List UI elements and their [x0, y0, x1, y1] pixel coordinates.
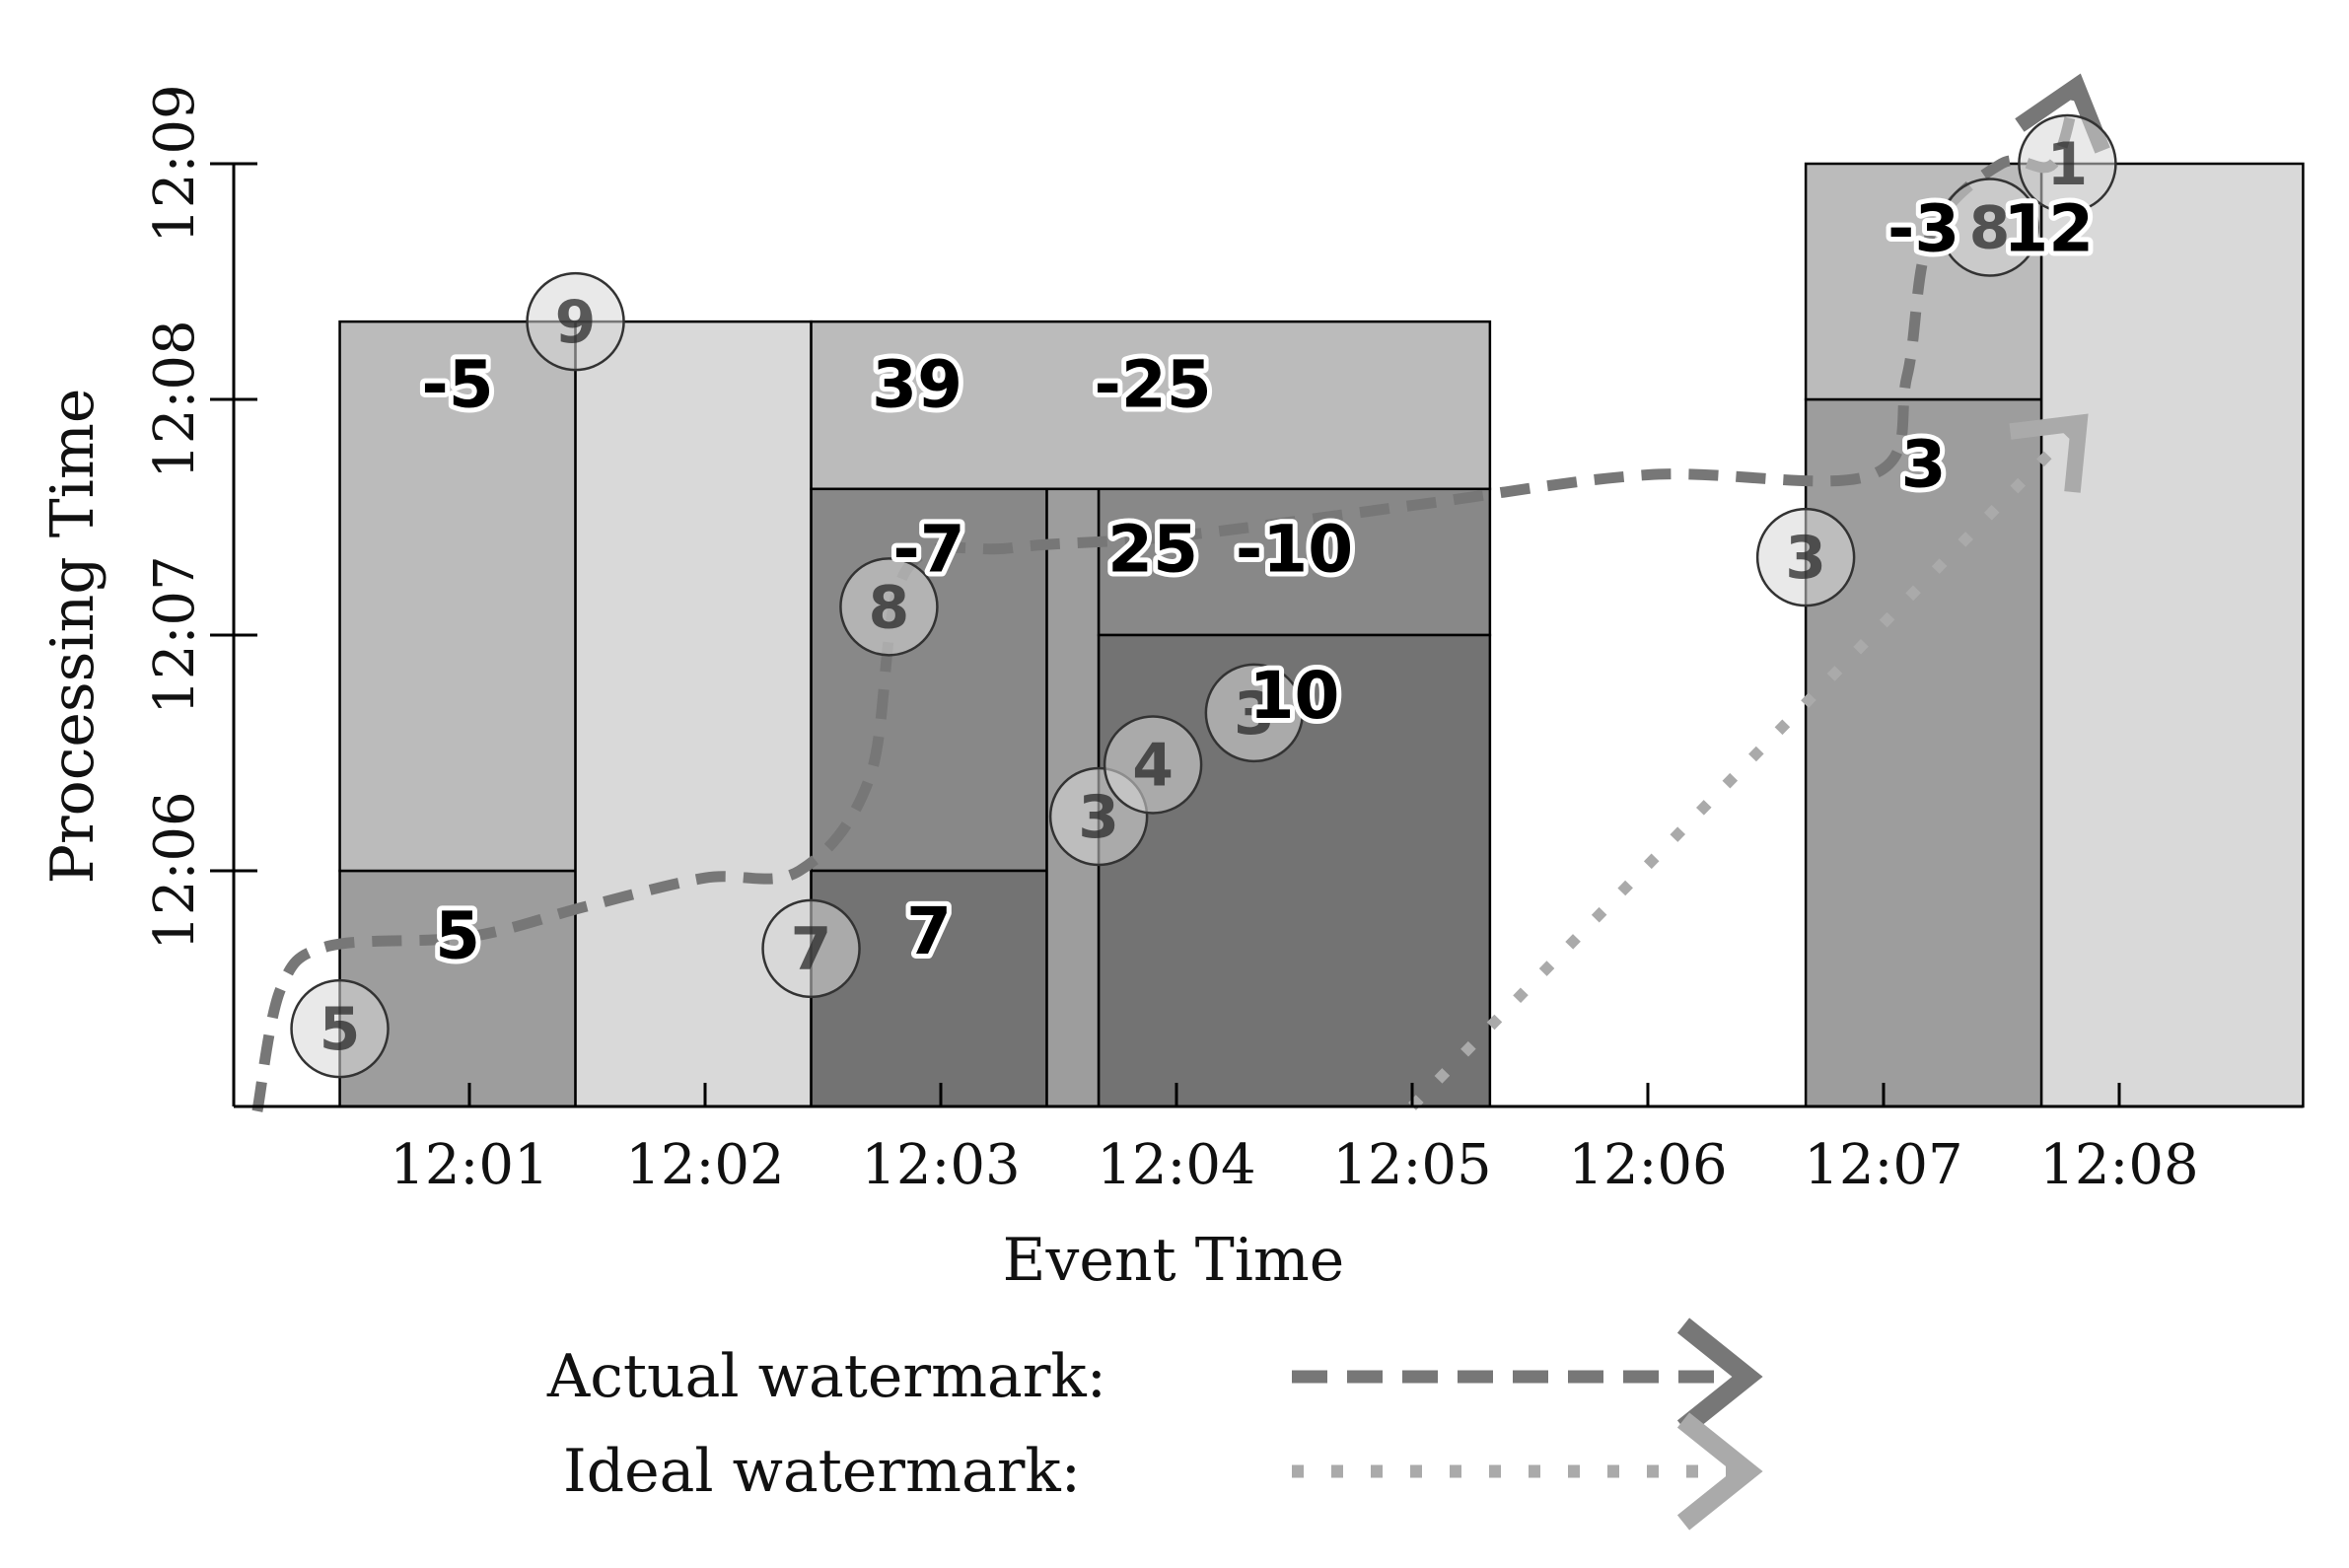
- legend: Actual watermark: Ideal watermark:: [546, 1318, 1763, 1531]
- y-tick-label: 12:07: [143, 555, 207, 714]
- pane-result-label: 3: [1901, 427, 1947, 503]
- y-tick-label: 12:09: [143, 84, 207, 243]
- event-circle: [1204, 663, 1305, 763]
- legend-actual-label: Actual watermark:: [546, 1342, 1106, 1411]
- event-circle: [290, 978, 390, 1079]
- event-circle: [1755, 507, 1856, 607]
- event-label: 3: [1234, 679, 1275, 748]
- pane-rect: [338, 320, 577, 873]
- pane-result-label: 25: [1107, 512, 1198, 588]
- panes-layer: [338, 162, 2305, 1108]
- pane-result-label: 5: [435, 898, 480, 974]
- event-label: 9: [555, 288, 597, 357]
- pane-rect: [2039, 162, 2305, 1108]
- x-tick-label: 12:06: [1568, 1133, 1727, 1197]
- legend-ideal-label: Ideal watermark:: [563, 1437, 1081, 1506]
- event-label: 3: [1078, 783, 1119, 852]
- event-circle: [1940, 178, 2039, 277]
- event-label: 3: [1785, 524, 1826, 593]
- y-tick-label: 12:06: [143, 791, 207, 950]
- ideal-watermark-layer: [1408, 413, 2089, 1110]
- event-marker: 3: [1755, 507, 1856, 607]
- event-circle: [761, 898, 861, 999]
- pane-result-label: 39: [872, 346, 962, 422]
- event-marker: 5: [290, 978, 390, 1079]
- x-tick-label: 12:05: [1332, 1133, 1491, 1197]
- event-label: 8: [1969, 194, 2011, 263]
- pane-rect: [810, 320, 1492, 491]
- axes-layer: 12:01 12:02 12:03 12:04 12:05 12:06 12:07 12:08…: [143, 84, 2304, 1197]
- event-label: 7: [791, 915, 832, 984]
- event-label: 8: [869, 573, 910, 642]
- event-label: 5: [320, 995, 361, 1064]
- event-marker: 7: [761, 898, 861, 999]
- event-marker: 8: [839, 557, 939, 657]
- pane-rect: [574, 320, 813, 1108]
- event-label: 4: [1132, 731, 1174, 800]
- pane-result-label: 10: [1249, 658, 1340, 734]
- event-circle: [526, 271, 625, 372]
- pane-result-label: -3: [1887, 191, 1959, 267]
- x-tick-label: 12:07: [1804, 1133, 1962, 1197]
- pane-rect: [338, 869, 577, 1108]
- pane-result-label: -7: [892, 512, 964, 588]
- pane-result-label: 7: [906, 893, 952, 969]
- actual-watermark-layer: [251, 73, 2110, 1112]
- pane-result-label: 12: [2003, 191, 2094, 267]
- pane-result-label: -5: [421, 346, 493, 422]
- pane-result-label: -25: [1094, 346, 1211, 422]
- y-axis-label: Processing Time: [38, 389, 107, 885]
- event-circle: [2018, 113, 2117, 214]
- event-marker: 3: [1204, 663, 1305, 763]
- event-marker: 1: [2018, 113, 2117, 214]
- x-tick-label: 12:02: [625, 1133, 784, 1197]
- event-marker: 4: [1103, 715, 1203, 815]
- x-tick-label: 12:03: [861, 1133, 1020, 1197]
- event-circle: [839, 557, 939, 657]
- x-axis-label: Event Time: [1003, 1226, 1345, 1295]
- x-tick-label: 12:08: [2039, 1133, 2198, 1197]
- x-tick-label: 12:04: [1097, 1133, 1255, 1197]
- event-marker: 8: [1940, 178, 2039, 277]
- ideal-watermark-line: [1408, 413, 2089, 1110]
- y-tick-label: 12:08: [143, 320, 207, 478]
- pane-rect: [1804, 397, 2043, 1108]
- actual-watermark-line: [251, 73, 2110, 1112]
- pane-rect: [810, 869, 1048, 1108]
- pane-result-label: -10: [1236, 512, 1353, 588]
- x-tick-label: 12:01: [390, 1133, 548, 1197]
- event-marker: 9: [526, 271, 625, 372]
- event-label: 1: [2047, 130, 2089, 199]
- event-circle: [1103, 715, 1203, 815]
